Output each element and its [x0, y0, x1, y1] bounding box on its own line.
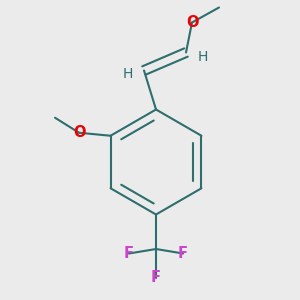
Text: H: H	[122, 67, 133, 80]
Text: H: H	[197, 50, 208, 64]
Text: F: F	[178, 246, 188, 261]
Text: O: O	[73, 125, 85, 140]
Text: O: O	[186, 15, 198, 30]
Text: F: F	[151, 270, 161, 285]
Text: F: F	[124, 246, 134, 261]
